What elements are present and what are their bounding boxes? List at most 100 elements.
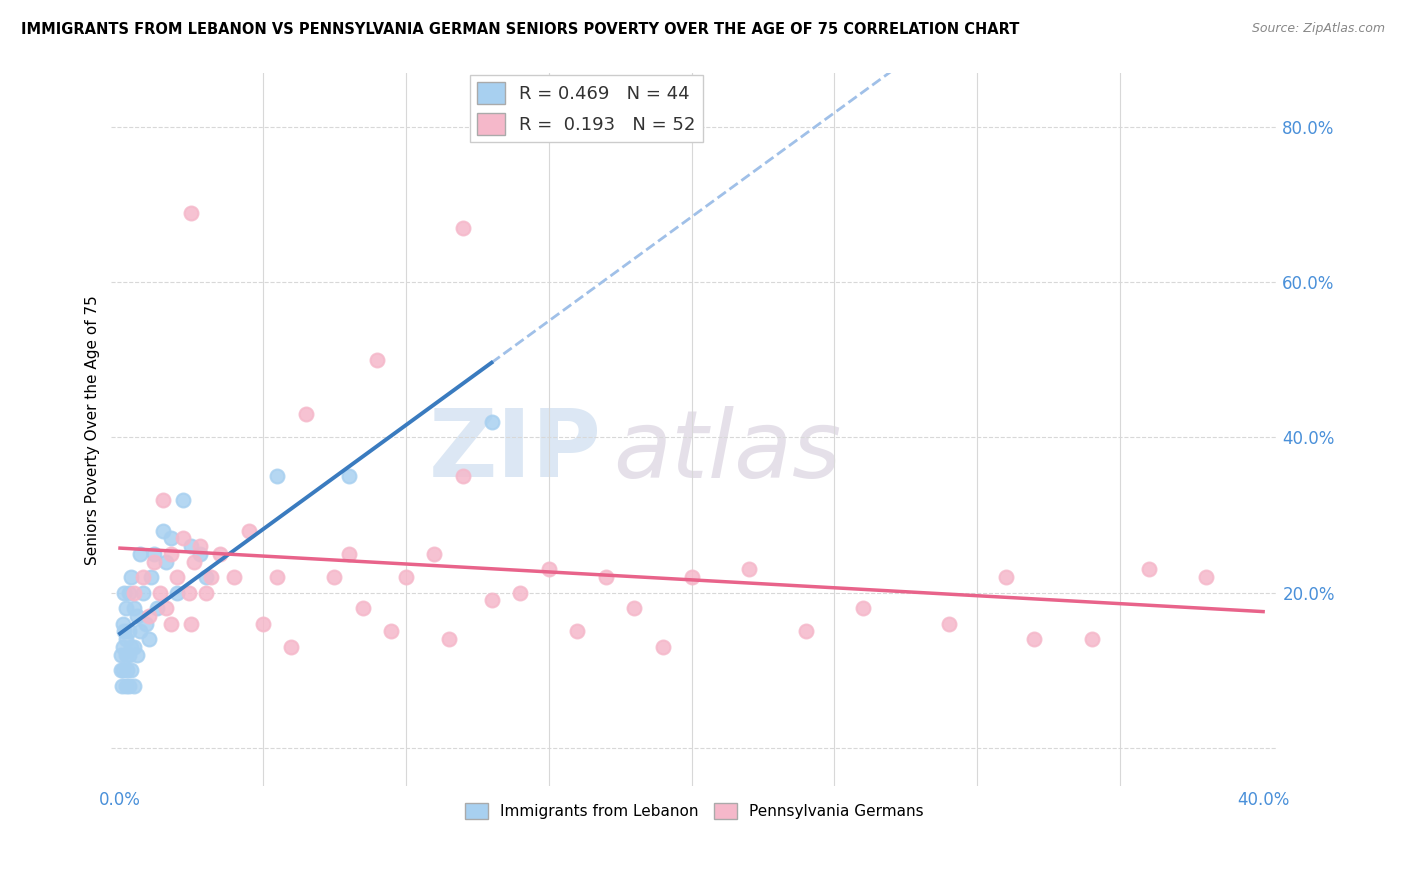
Point (567, 624, 589, 639)
Point (337, 547, 360, 561)
Point (180, 539, 202, 553)
Point (152, 524, 174, 538)
Point (323, 570, 346, 584)
Point (509, 585, 531, 599)
Point (177, 585, 200, 599)
Point (146, 601, 169, 615)
Point (224, 570, 246, 584)
Point (180, 616, 202, 631)
Point (537, 562, 560, 576)
Legend: Immigrants from Lebanon, Pennsylvania Germans: Immigrants from Lebanon, Pennsylvania Ge… (458, 797, 929, 825)
Point (172, 492, 194, 507)
Point (114, 601, 136, 615)
Point (194, 585, 217, 599)
Point (266, 469, 288, 483)
Point (129, 624, 152, 639)
Point (294, 407, 316, 421)
Point (124, 679, 146, 693)
Point (481, 415, 503, 429)
Point (160, 616, 183, 631)
Point (380, 624, 402, 639)
Point (160, 547, 183, 561)
Text: atlas: atlas (613, 406, 841, 497)
Point (114, 679, 136, 693)
Point (138, 632, 160, 647)
Point (423, 547, 446, 561)
Point (155, 555, 177, 569)
Point (1137, 562, 1160, 576)
Point (160, 531, 183, 545)
Point (117, 624, 139, 639)
Point (149, 585, 172, 599)
Point (437, 632, 460, 647)
Point (794, 624, 817, 639)
Point (132, 570, 155, 584)
Point (188, 547, 211, 561)
Point (124, 585, 146, 599)
Point (110, 648, 132, 662)
Point (132, 585, 155, 599)
Point (337, 469, 360, 483)
Point (200, 570, 222, 584)
Point (117, 648, 139, 662)
Point (395, 570, 418, 584)
Point (143, 547, 166, 561)
Point (135, 616, 157, 631)
Point (1024, 632, 1046, 647)
Point (238, 524, 260, 538)
Point (266, 570, 288, 584)
Point (481, 593, 503, 607)
Point (124, 640, 146, 654)
Point (112, 585, 135, 599)
Point (451, 469, 474, 483)
Text: ZIP: ZIP (429, 405, 602, 497)
Point (117, 679, 139, 693)
Point (138, 608, 160, 623)
Point (451, 221, 474, 235)
Point (252, 616, 274, 631)
Point (1195, 570, 1218, 584)
Point (120, 570, 142, 584)
Point (141, 570, 163, 584)
Point (166, 585, 188, 599)
Point (155, 601, 177, 615)
Point (117, 585, 139, 599)
Point (994, 570, 1017, 584)
Point (115, 663, 138, 677)
Point (180, 205, 202, 219)
Point (938, 616, 960, 631)
Point (124, 601, 146, 615)
Point (110, 663, 132, 677)
Point (111, 640, 134, 654)
Point (595, 570, 617, 584)
Point (127, 608, 149, 623)
Point (114, 632, 136, 647)
Point (129, 547, 152, 561)
Point (120, 640, 142, 654)
Point (112, 624, 135, 639)
Point (183, 555, 205, 569)
Point (172, 531, 194, 545)
Point (112, 663, 135, 677)
Point (352, 601, 374, 615)
Point (738, 562, 761, 576)
Point (652, 640, 675, 654)
Point (143, 555, 166, 569)
Point (366, 353, 388, 368)
Point (681, 570, 703, 584)
Point (208, 547, 231, 561)
Point (120, 663, 142, 677)
Point (852, 601, 875, 615)
Point (166, 570, 188, 584)
Point (111, 616, 134, 631)
Point (1080, 632, 1102, 647)
Text: Source: ZipAtlas.com: Source: ZipAtlas.com (1251, 22, 1385, 36)
Y-axis label: Seniors Poverty Over the Age of 75: Seniors Poverty Over the Age of 75 (86, 295, 100, 565)
Point (188, 539, 211, 553)
Point (280, 640, 302, 654)
Point (623, 601, 645, 615)
Point (111, 679, 134, 693)
Point (114, 648, 136, 662)
Point (194, 570, 217, 584)
Text: IMMIGRANTS FROM LEBANON VS PENNSYLVANIA GERMAN SENIORS POVERTY OVER THE AGE OF 7: IMMIGRANTS FROM LEBANON VS PENNSYLVANIA … (21, 22, 1019, 37)
